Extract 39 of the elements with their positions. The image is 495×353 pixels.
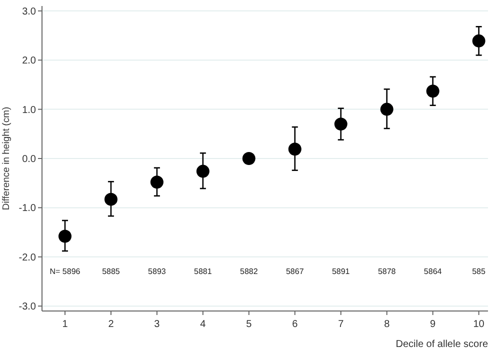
x-tick-label: 1: [62, 319, 68, 330]
y-axis-title: Difference in height (cm): [1, 106, 12, 210]
point: [104, 192, 118, 206]
point: [334, 118, 348, 131]
y-tick-label: 1.0: [22, 104, 36, 116]
annotation: 5864: [424, 267, 442, 276]
point: [288, 142, 302, 156]
annotation: 585: [472, 267, 486, 276]
annotation: 5867: [286, 267, 304, 276]
x-tick-label: 4: [200, 319, 206, 330]
point: [380, 102, 394, 116]
point: [242, 152, 256, 165]
x-tick-label: 10: [473, 319, 485, 330]
x-axis-title: Decile of allele score: [396, 339, 488, 350]
annotation: 5885: [102, 267, 120, 276]
y-tick-label: 3.0: [22, 6, 36, 18]
point: [150, 176, 164, 189]
y-tick-label: 0.0: [22, 154, 36, 165]
point: [58, 230, 72, 243]
annotation: 5881: [194, 267, 212, 276]
point: [426, 84, 440, 98]
x-tick-label: 8: [384, 319, 390, 330]
annotation: 5893: [148, 267, 166, 276]
x-tick-label: 2: [108, 319, 114, 330]
annotation: N= 5896: [50, 267, 81, 276]
annotation: 5891: [332, 267, 350, 276]
x-tick-label: 3: [154, 319, 160, 330]
x-tick-label: 9: [430, 319, 436, 330]
annotation: 5882: [240, 267, 258, 276]
y-tick-label: -2.0: [18, 252, 36, 264]
y-tick-label: -3.0: [18, 302, 36, 313]
annotation: 5878: [378, 267, 396, 276]
y-tick-label: -1.0: [18, 203, 36, 214]
y-tick-label: 2.0: [22, 56, 36, 67]
point: [196, 164, 210, 178]
x-tick-label: 5: [246, 319, 252, 330]
x-tick-label: 6: [292, 319, 298, 330]
x-tick-label: 7: [338, 319, 344, 330]
point: [472, 34, 486, 48]
